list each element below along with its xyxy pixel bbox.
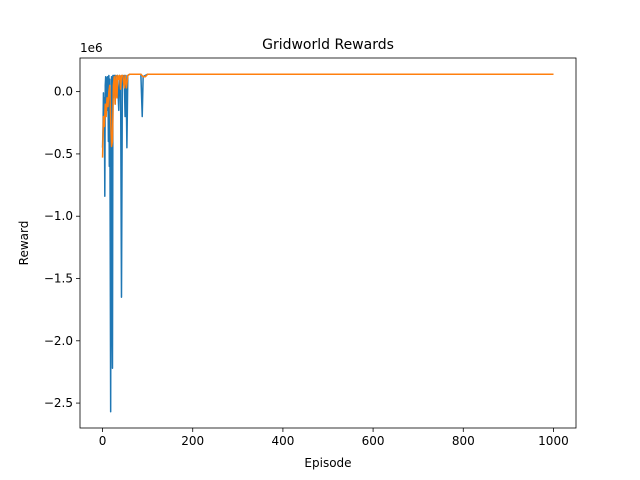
plot-area	[80, 58, 576, 428]
y-tick-label: −2.5	[44, 396, 73, 410]
x-tick-label: 200	[181, 434, 204, 448]
y-axis-label: Reward	[17, 221, 31, 266]
y-tick-label: 0.0	[54, 85, 73, 99]
x-tick-label: 1000	[538, 434, 569, 448]
series-line-2	[101, 73, 554, 158]
x-tick-label: 400	[271, 434, 294, 448]
x-tick-label: 800	[452, 434, 475, 448]
x-tick-label: 600	[362, 434, 385, 448]
y-tick-label: −1.0	[44, 209, 73, 223]
x-axis-ticks: 0 200 400 600 800 1000	[99, 428, 569, 448]
series-layer	[101, 73, 554, 413]
y-scale-offset-label: 1e6	[80, 41, 103, 55]
y-tick-label: −2.0	[44, 334, 73, 348]
x-tick-label: 0	[99, 434, 107, 448]
y-axis-ticks: 0.0 −0.5 −1.0 −1.5 −2.0 −2.5	[44, 85, 80, 410]
y-tick-label: −0.5	[44, 147, 73, 161]
plot-frame	[79, 57, 577, 429]
y-tick-label: −1.5	[44, 272, 73, 286]
chart-title: Gridworld Rewards	[262, 37, 394, 53]
x-axis-label: Episode	[304, 456, 351, 470]
